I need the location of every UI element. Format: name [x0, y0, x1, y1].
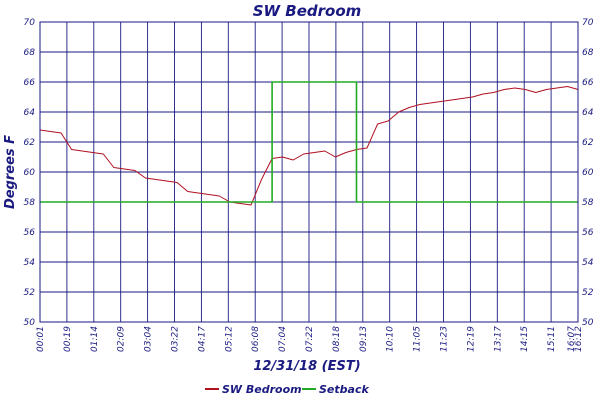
x-tick-label: 02:09	[117, 326, 127, 352]
y-tick-label: 62	[24, 138, 36, 148]
x-tick-label: 15:11	[547, 326, 557, 352]
y-tick-label-right: 52	[582, 288, 594, 298]
x-tick-label: 06:08	[251, 326, 261, 352]
y-axis-label: Degrees F	[3, 135, 18, 209]
y-tick-label: 56	[24, 228, 36, 238]
y-tick-label-right: 66	[582, 78, 594, 88]
plot-frame	[39, 21, 579, 323]
x-axis-ticks: 00:01 00:19 01:14 02:09 03:04 03:22 04:17 05:12…	[36, 326, 584, 352]
y-tick-label: 64	[24, 108, 36, 118]
legend: SW Bedroom Setback	[205, 383, 369, 396]
y-tick-label-right: 60	[582, 168, 594, 178]
y-tick-label-right: 64	[582, 108, 594, 118]
x-tick-label: 03:04	[144, 326, 154, 352]
y-tick-label: 60	[24, 168, 36, 178]
x-tick-label: 16:12	[574, 326, 584, 352]
series-line-setback	[40, 81, 578, 203]
y-axis-right-ticks: 50 52 54 56 58 60 62 64 66 68 70	[582, 18, 594, 328]
x-tick-label: 13:17	[493, 326, 503, 352]
chart-title: SW Bedroom	[253, 2, 362, 20]
y-tick-label: 50	[24, 318, 36, 328]
x-tick-label: 04:17	[197, 326, 207, 352]
y-tick-label-right: 54	[582, 258, 594, 268]
y-axis-left-ticks: 50 52 54 56 58 60 62 64 66 68 70	[24, 18, 36, 328]
y-tick-label-right: 70	[582, 18, 594, 28]
x-tick-label: 01:14	[90, 326, 100, 352]
y-tick-label: 52	[24, 288, 36, 298]
x-tick-label: 00:19	[63, 326, 73, 352]
y-tick-label-right: 58	[582, 198, 594, 208]
x-tick-label: 07:22	[305, 326, 315, 352]
x-tick-label: 16:07	[567, 326, 577, 352]
y-tick-label: 70	[24, 18, 36, 28]
x-tick-label: 00:01	[36, 326, 46, 352]
x-tick-label: 14:15	[520, 326, 530, 352]
y-tick-label: 54	[24, 258, 36, 268]
series-lines	[39, 81, 579, 206]
y-tick-label: 66	[24, 78, 36, 88]
x-tick-label: 03:22	[171, 326, 181, 352]
y-tick-label: 68	[24, 48, 36, 58]
x-tick-label: 09:13	[359, 326, 369, 352]
x-tick-label: 11:05	[413, 326, 423, 352]
y-tick-label-right: 56	[582, 228, 594, 238]
x-tick-label: 07:04	[278, 326, 288, 352]
x-tick-label: 08:18	[332, 326, 342, 352]
x-tick-label: 11:23	[440, 326, 450, 352]
x-tick-label: 12:19	[466, 326, 476, 352]
series-line-sw-bedroom	[39, 86, 579, 206]
legend-item-sw-bedroom-label: SW Bedroom	[222, 383, 302, 396]
x-tick-label: 10:10	[386, 326, 396, 352]
y-tick-label-right: 68	[582, 48, 594, 58]
y-tick-label-right: 62	[582, 138, 594, 148]
x-axis-label: 12/31/18 (EST)	[253, 359, 360, 374]
legend-item-setback-label: Setback	[319, 383, 369, 396]
grid-lines	[40, 22, 578, 322]
y-tick-label-right: 50	[582, 318, 594, 328]
x-tick-label: 05:12	[224, 326, 234, 352]
y-tick-label: 58	[24, 198, 36, 208]
